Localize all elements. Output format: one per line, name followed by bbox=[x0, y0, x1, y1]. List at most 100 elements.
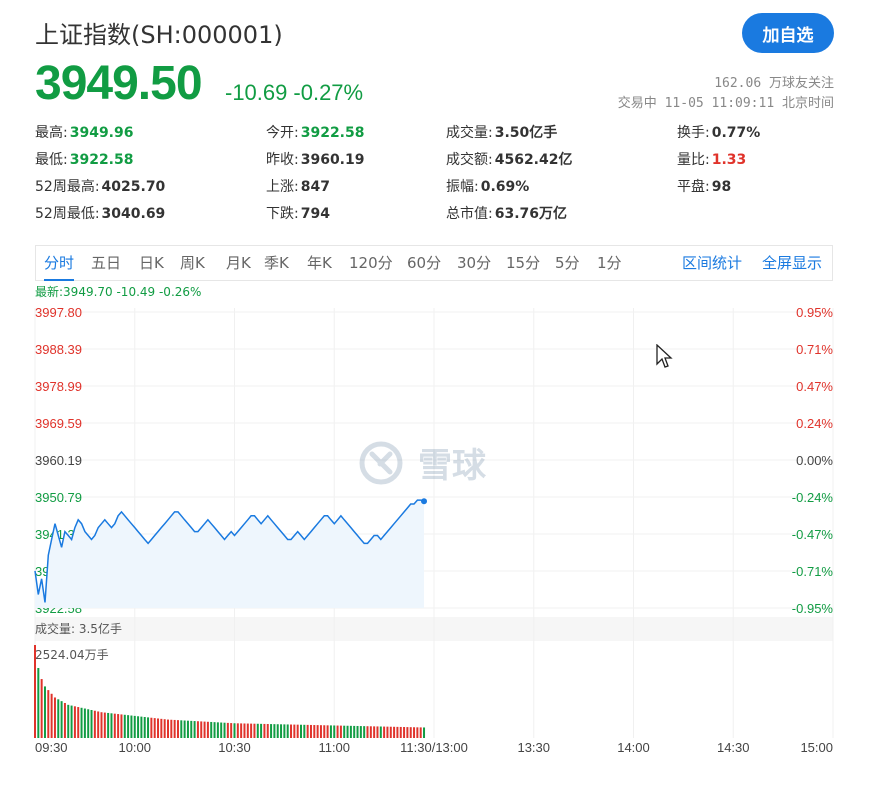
volume-bar bbox=[339, 725, 342, 738]
tab-4[interactable]: 月K bbox=[226, 254, 251, 272]
tab-10[interactable]: 15分 bbox=[506, 254, 541, 272]
fullscreen-link[interactable]: 全屏显示 bbox=[762, 254, 823, 272]
volume-bar bbox=[160, 718, 163, 738]
tab-7[interactable]: 120分 bbox=[349, 254, 393, 272]
add-watchlist-button[interactable]: 加自选 bbox=[742, 13, 834, 53]
x-tick-label: 15:00 bbox=[800, 740, 833, 755]
tab-1[interactable]: 五日 bbox=[91, 254, 122, 272]
volume-bar bbox=[403, 727, 406, 738]
volume-bar bbox=[290, 724, 293, 738]
volume-bar bbox=[413, 727, 416, 738]
stat-label: 平盘: bbox=[677, 179, 710, 195]
stat-value: 98 bbox=[711, 179, 732, 195]
stat-label: 量比: bbox=[677, 152, 710, 168]
volume-bar bbox=[356, 725, 359, 738]
pct-tick-label: -0.95% bbox=[792, 601, 834, 616]
tab-6[interactable]: 年K bbox=[307, 254, 332, 272]
volume-bar bbox=[127, 715, 130, 738]
pct-tick-label: -0.24% bbox=[792, 490, 834, 505]
price-area bbox=[35, 500, 424, 608]
stat-value: 4562.42亿 bbox=[494, 152, 573, 168]
volume-bar bbox=[346, 725, 349, 738]
stat-value: 4025.70 bbox=[101, 179, 166, 195]
volume-bar bbox=[313, 725, 316, 738]
volume-bar bbox=[233, 723, 236, 738]
volume-bar bbox=[286, 724, 289, 738]
stat-item: 量比: 1.33 bbox=[677, 149, 746, 169]
volume-bar bbox=[90, 709, 93, 738]
volume-bar bbox=[253, 723, 256, 738]
tab-5[interactable]: 季K bbox=[264, 254, 289, 272]
volume-bar bbox=[117, 714, 120, 738]
tab-11[interactable]: 5分 bbox=[555, 254, 580, 272]
volume-bar bbox=[246, 723, 249, 738]
stat-item: 平盘: 98 bbox=[677, 176, 731, 196]
volume-bar bbox=[170, 719, 173, 738]
tab-12[interactable]: 1分 bbox=[597, 254, 622, 272]
y-tick-label: 3969.59 bbox=[35, 416, 82, 431]
volume-max-label: 2524.04万手 bbox=[35, 648, 109, 662]
volume-bar bbox=[260, 723, 263, 738]
volume-bar bbox=[409, 727, 412, 738]
tab-2[interactable]: 日K bbox=[139, 254, 164, 272]
volume-bar bbox=[180, 720, 183, 738]
tab-0[interactable]: 分时 bbox=[44, 246, 75, 281]
volume-label: 成交量: 3.5亿手 bbox=[35, 622, 122, 636]
volume-bar bbox=[167, 719, 169, 738]
stat-item: 52周最高: 4025.70 bbox=[35, 176, 165, 196]
xueqiu-logo-icon bbox=[359, 441, 403, 484]
volume-bar bbox=[173, 719, 176, 738]
volume-bar bbox=[416, 727, 419, 738]
pct-tick-label: -0.47% bbox=[792, 527, 834, 542]
volume-bar bbox=[406, 727, 409, 738]
volume-bar bbox=[376, 726, 379, 738]
change-value: -10.69 bbox=[225, 80, 288, 105]
volume-bar bbox=[363, 726, 366, 738]
volume-bar bbox=[276, 724, 279, 738]
stat-item: 下跌: 794 bbox=[266, 203, 330, 223]
stat-item: 今开: 3922.58 bbox=[266, 122, 364, 142]
volume-bar bbox=[63, 702, 66, 738]
volume-bar bbox=[200, 721, 203, 738]
volume-bar bbox=[303, 724, 306, 738]
volume-bar bbox=[369, 726, 372, 738]
volume-bar bbox=[137, 716, 140, 738]
stat-item: 最高: 3949.96 bbox=[35, 122, 133, 142]
volume-bar bbox=[319, 725, 322, 738]
page-title: 上证指数(SH:000001) bbox=[35, 21, 283, 49]
volume-bar bbox=[309, 724, 312, 738]
volume-bar bbox=[193, 721, 196, 738]
stat-item: 总市值: 63.76万亿 bbox=[446, 203, 567, 223]
volume-bar bbox=[113, 713, 116, 738]
volume-bar bbox=[47, 690, 50, 738]
y-tick-label: 3988.39 bbox=[35, 342, 82, 357]
volume-bar bbox=[183, 720, 186, 738]
volume-bar bbox=[419, 727, 422, 738]
volume-bar bbox=[70, 705, 73, 738]
volume-bar bbox=[399, 726, 402, 738]
mouse-cursor-icon bbox=[656, 344, 673, 368]
x-tick-label: 14:30 bbox=[717, 740, 750, 755]
tab-3[interactable]: 周K bbox=[180, 254, 205, 272]
volume-bar bbox=[379, 726, 382, 738]
intraday-chart[interactable]: 3997.80 0.95% 3988.39 0.71% 3978.99 0.47% 3969… bbox=[0, 300, 877, 760]
stat-label: 52周最高: bbox=[35, 179, 100, 195]
volume-bar bbox=[236, 723, 239, 738]
volume-bar bbox=[206, 721, 209, 738]
tab-9[interactable]: 30分 bbox=[457, 254, 492, 272]
range-stats-link[interactable]: 区间统计 bbox=[682, 254, 743, 272]
volume-bar bbox=[220, 722, 223, 738]
volume-bar bbox=[150, 717, 153, 738]
volume-bar bbox=[266, 723, 269, 738]
volume-bar bbox=[143, 716, 146, 738]
volume-bar bbox=[100, 712, 103, 738]
x-tick-label: 13:30 bbox=[517, 740, 550, 755]
volume-bar bbox=[216, 722, 219, 738]
volume-bar bbox=[186, 720, 189, 738]
volume-bar bbox=[333, 725, 336, 738]
volume-bar bbox=[107, 712, 110, 738]
volume-bar bbox=[226, 722, 229, 738]
tab-8[interactable]: 60分 bbox=[407, 254, 442, 272]
volume-bar bbox=[77, 707, 80, 738]
price-change: -10.69 -0.27% bbox=[225, 80, 363, 106]
